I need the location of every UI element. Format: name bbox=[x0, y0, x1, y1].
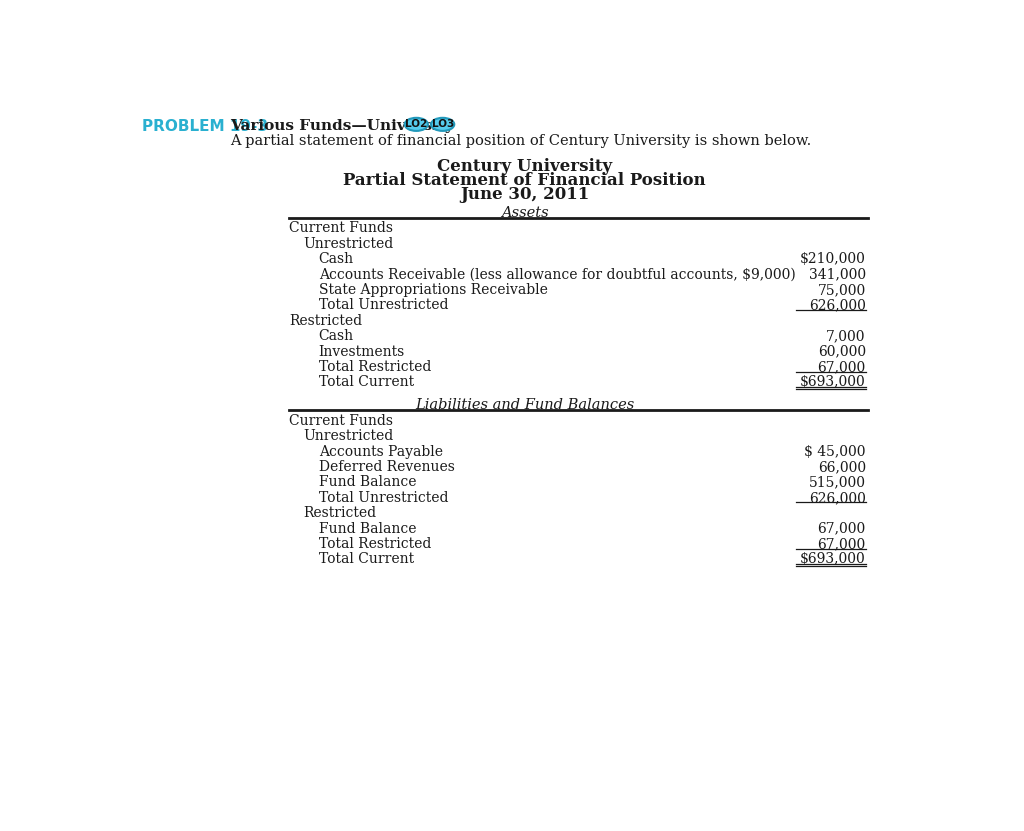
Ellipse shape bbox=[404, 118, 428, 131]
Text: Restricted: Restricted bbox=[303, 506, 376, 520]
Text: Total Current: Total Current bbox=[318, 376, 414, 390]
Text: Assets: Assets bbox=[501, 206, 549, 220]
Text: Current Funds: Current Funds bbox=[289, 414, 393, 428]
Text: 67,000: 67,000 bbox=[817, 522, 866, 536]
Text: $693,000: $693,000 bbox=[800, 553, 866, 567]
Text: LO3: LO3 bbox=[431, 120, 454, 130]
Text: Unrestricted: Unrestricted bbox=[303, 237, 393, 251]
Text: Cash: Cash bbox=[318, 329, 353, 343]
Text: Accounts Payable: Accounts Payable bbox=[318, 445, 442, 459]
Ellipse shape bbox=[431, 118, 455, 131]
Text: Various Funds—University: Various Funds—University bbox=[230, 119, 454, 133]
Text: $ 45,000: $ 45,000 bbox=[804, 445, 866, 459]
Text: $210,000: $210,000 bbox=[800, 252, 866, 266]
Text: 626,000: 626,000 bbox=[809, 298, 866, 312]
Text: Current Funds: Current Funds bbox=[289, 221, 393, 235]
Text: 67,000: 67,000 bbox=[817, 360, 866, 374]
Text: Restricted: Restricted bbox=[289, 314, 362, 327]
Text: Cash: Cash bbox=[318, 252, 353, 266]
Text: Total Unrestricted: Total Unrestricted bbox=[318, 491, 449, 505]
Text: Century University: Century University bbox=[437, 158, 612, 175]
Text: Partial Statement of Financial Position: Partial Statement of Financial Position bbox=[343, 172, 707, 189]
Text: A partial statement of financial position of Century University is shown below.: A partial statement of financial positio… bbox=[230, 135, 812, 149]
Text: 66,000: 66,000 bbox=[818, 460, 866, 474]
Text: June 30, 2011: June 30, 2011 bbox=[460, 186, 590, 203]
Text: PROBLEM 19-3: PROBLEM 19-3 bbox=[142, 119, 268, 134]
Text: $693,000: $693,000 bbox=[800, 376, 866, 390]
Text: 341,000: 341,000 bbox=[809, 268, 866, 282]
Text: Investments: Investments bbox=[318, 345, 404, 359]
Text: Total Restricted: Total Restricted bbox=[318, 360, 431, 374]
Text: Total Current: Total Current bbox=[318, 553, 414, 567]
Text: Fund Balance: Fund Balance bbox=[318, 522, 416, 536]
Text: Total Unrestricted: Total Unrestricted bbox=[318, 298, 449, 312]
Text: 60,000: 60,000 bbox=[818, 345, 866, 359]
Text: Fund Balance: Fund Balance bbox=[318, 475, 416, 489]
Text: Accounts Receivable (less allowance for doubtful accounts, $9,000): Accounts Receivable (less allowance for … bbox=[318, 268, 796, 282]
Text: Unrestricted: Unrestricted bbox=[303, 430, 393, 443]
Text: LO2: LO2 bbox=[406, 120, 427, 130]
Text: 75,000: 75,000 bbox=[817, 283, 866, 297]
Text: Total Restricted: Total Restricted bbox=[318, 537, 431, 551]
Text: 67,000: 67,000 bbox=[817, 537, 866, 551]
Text: 626,000: 626,000 bbox=[809, 491, 866, 505]
Text: Deferred Revenues: Deferred Revenues bbox=[318, 460, 455, 474]
Text: 515,000: 515,000 bbox=[809, 475, 866, 489]
Text: Liabilities and Fund Balances: Liabilities and Fund Balances bbox=[415, 399, 635, 412]
Text: State Appropriations Receivable: State Appropriations Receivable bbox=[318, 283, 548, 297]
Text: 7,000: 7,000 bbox=[826, 329, 866, 343]
